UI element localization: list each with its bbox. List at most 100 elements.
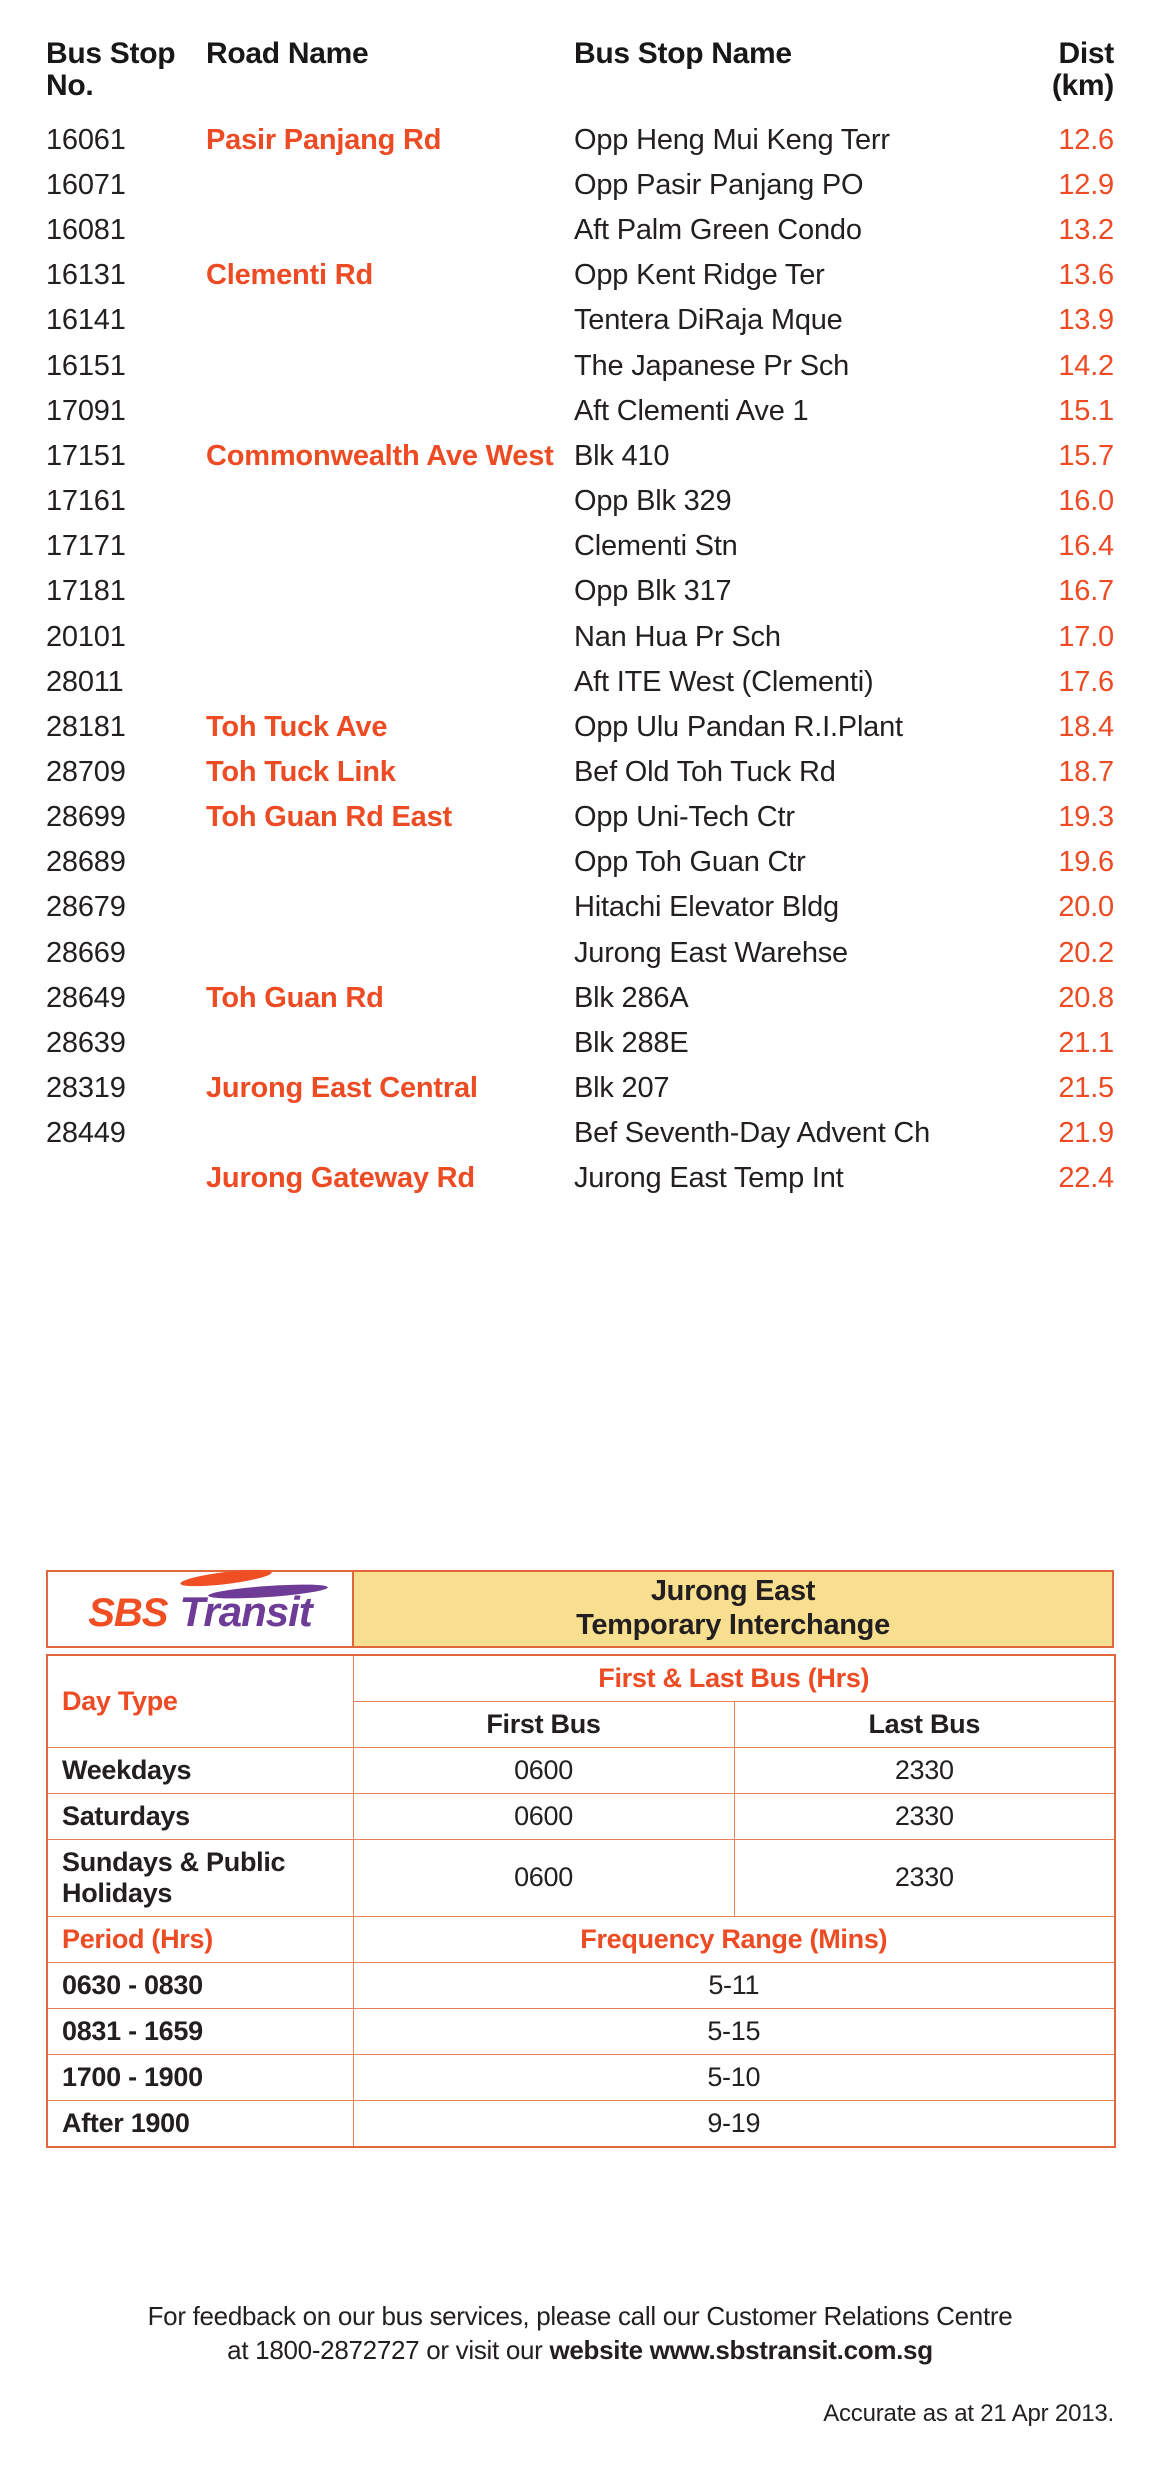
frequency-row: After 1900 9-19	[46, 2099, 1116, 2148]
table-row: 28709 Toh Tuck Link Bef Old Toh Tuck Rd 18.…	[46, 749, 1114, 794]
cell-bus-stop-name: Blk 410	[574, 439, 670, 472]
last-bus-time: 2330	[733, 1793, 1116, 1840]
cell-bus-stop-name: Jurong East Warehse	[574, 936, 848, 969]
table-row: 17171 Clementi Stn 16.4	[46, 523, 1114, 568]
cell-distance: 21.5	[1058, 1072, 1114, 1105]
day-type-value: Sundays & Public Holidays	[46, 1839, 354, 1917]
cell-bus-stop-name: Jurong East Temp Int	[574, 1162, 844, 1195]
cell-bus-stop-name: Aft ITE West (Clementi)	[574, 665, 874, 698]
period-value: After 1900	[46, 2099, 354, 2148]
cell-bus-stop-name: Opp Heng Mui Keng Terr	[574, 123, 890, 156]
table-row: 16081 Aft Palm Green Condo 13.2	[46, 207, 1114, 252]
frequency-rows: 0630 - 0830 5-11 0831 - 1659 5-15 1700 - 190…	[46, 1961, 1116, 2148]
cell-road-name	[206, 388, 574, 433]
first-bus-time: 0600	[352, 1793, 735, 1840]
cell-bus-stop-name: The Japanese Pr Sch	[574, 349, 850, 382]
last-bus-label: Last Bus	[733, 1701, 1116, 1748]
cell-bus-stop-name: Blk 286A	[574, 981, 689, 1014]
cell-bus-stop-no: 28679	[46, 891, 126, 924]
schedule-day-row: Saturdays 0600 2330	[46, 1793, 1116, 1840]
cell-bus-stop-name: Opp Toh Guan Ctr	[574, 846, 806, 879]
cell-road-name: Jurong East Central	[206, 1072, 478, 1105]
table-row: 17151 Commonwealth Ave West Blk 410 15.7	[46, 433, 1114, 478]
cell-distance: 17.0	[1058, 620, 1114, 653]
cell-bus-stop-no: 28649	[46, 981, 126, 1014]
cell-distance: 18.7	[1058, 755, 1114, 788]
table-header-row: Bus Stop No. Road Name Bus Stop Name Dis…	[46, 37, 1114, 117]
panel-header-bar: SBS Transit Jurong East Temporary Interc…	[46, 1566, 1114, 1648]
cell-bus-stop-no: 28319	[46, 1072, 126, 1105]
frequency-row: 0831 - 1659 5-15	[46, 2007, 1116, 2055]
cell-distance: 21.9	[1058, 1117, 1114, 1150]
table-row: 16151 The Japanese Pr Sch 14.2	[46, 343, 1114, 388]
cell-distance: 16.0	[1058, 485, 1114, 518]
cell-bus-stop-no: 28639	[46, 1026, 126, 1059]
footer-line-1: For feedback on our bus services, please…	[147, 2301, 1013, 2331]
table-row: 20101 Nan Hua Pr Sch 17.0	[46, 614, 1114, 659]
cell-bus-stop-no: 17161	[46, 485, 126, 518]
cell-road-name: Toh Tuck Link	[206, 755, 396, 788]
column-header-bus-stop-name: Bus Stop Name	[574, 37, 792, 70]
cell-road-name	[206, 884, 574, 929]
cell-bus-stop-no: 17181	[46, 575, 126, 608]
cell-distance: 21.1	[1058, 1026, 1114, 1059]
table-row: 28669 Jurong East Warehse 20.2	[46, 930, 1114, 975]
frequency-row: 0630 - 0830 5-11	[46, 1961, 1116, 2009]
cell-road-name: Toh Tuck Ave	[206, 710, 388, 743]
schedule-day-row: Weekdays 0600 2330	[46, 1747, 1116, 1794]
cell-distance: 19.3	[1058, 801, 1114, 834]
cell-bus-stop-no	[46, 1155, 206, 1200]
cell-distance: 12.9	[1058, 168, 1114, 201]
cell-bus-stop-no: 16151	[46, 349, 126, 382]
cell-road-name	[206, 207, 574, 252]
cell-distance: 20.8	[1058, 981, 1114, 1014]
cell-distance: 17.6	[1058, 665, 1114, 698]
cell-road-name	[206, 1020, 574, 1065]
interchange-title-line2: Temporary Interchange	[576, 1609, 890, 1641]
cell-road-name: Toh Guan Rd East	[206, 801, 452, 834]
table-row: 28319 Jurong East Central Blk 207 21.5	[46, 1065, 1114, 1110]
first-last-bus-header-row: Day Type First & Last Bus (Hrs)	[46, 1654, 1116, 1748]
cell-road-name	[206, 162, 574, 207]
frequency-range-label: Frequency Range (Mins)	[352, 1915, 1116, 1963]
cell-bus-stop-no: 16081	[46, 214, 126, 247]
cell-distance: 13.6	[1058, 259, 1114, 292]
cell-bus-stop-name: Tentera DiRaja Mque	[574, 304, 843, 337]
first-bus-label: First Bus	[352, 1701, 735, 1748]
cell-bus-stop-name: Bef Old Toh Tuck Rd	[574, 755, 836, 788]
cell-bus-stop-name: Aft Clementi Ave 1	[574, 394, 809, 427]
cell-bus-stop-no: 16131	[46, 259, 126, 292]
cell-road-name	[206, 343, 574, 388]
interchange-info-panel: SBS Transit Jurong East Temporary Interc…	[46, 1566, 1117, 2148]
cell-road-name: Jurong Gateway Rd	[206, 1162, 475, 1195]
logo-sbs-text: SBS	[88, 1591, 168, 1635]
cell-road-name	[206, 930, 574, 975]
footer-website-link[interactable]: website www.sbstransit.com.sg	[549, 2334, 933, 2365]
cell-distance: 19.6	[1058, 846, 1114, 879]
cell-distance: 14.2	[1058, 349, 1114, 382]
cell-bus-stop-no: 28011	[46, 665, 124, 698]
bus-stop-table-section: Bus Stop No. Road Name Bus Stop Name Dis…	[0, 0, 1160, 1201]
cell-bus-stop-no: 28709	[46, 755, 126, 788]
cell-bus-stop-no: 16141	[46, 304, 126, 337]
cell-road-name	[206, 297, 574, 342]
cell-distance: 20.0	[1058, 891, 1114, 924]
cell-bus-stop-name: Nan Hua Pr Sch	[574, 620, 781, 653]
day-type-value: Weekdays	[46, 1747, 354, 1794]
footer-phone-text: at 1800-2872727 or visit our	[227, 2334, 550, 2365]
cell-road-name: Toh Guan Rd	[206, 981, 384, 1014]
day-type-value: Saturdays	[46, 1793, 354, 1840]
cell-distance: 16.4	[1058, 530, 1114, 563]
cell-bus-stop-name: Hitachi Elevator Bldg	[574, 891, 839, 924]
bus-stop-table: Bus Stop No. Road Name Bus Stop Name Dis…	[46, 37, 1114, 1201]
cell-road-name: Clementi Rd	[206, 259, 373, 292]
table-row: 28649 Toh Guan Rd Blk 286A 20.8	[46, 975, 1114, 1020]
cell-bus-stop-no: 28669	[46, 936, 126, 969]
first-bus-time: 0600	[352, 1747, 735, 1794]
cell-distance: 15.1	[1058, 394, 1114, 427]
cell-bus-stop-no: 16061	[46, 123, 126, 156]
cell-bus-stop-name: Blk 288E	[574, 1026, 689, 1059]
table-row: 16061 Pasir Panjang Rd Opp Heng Mui Keng T…	[46, 117, 1114, 162]
cell-bus-stop-no: 16071	[46, 168, 126, 201]
table-row: 28639 Blk 288E 21.1	[46, 1020, 1114, 1065]
